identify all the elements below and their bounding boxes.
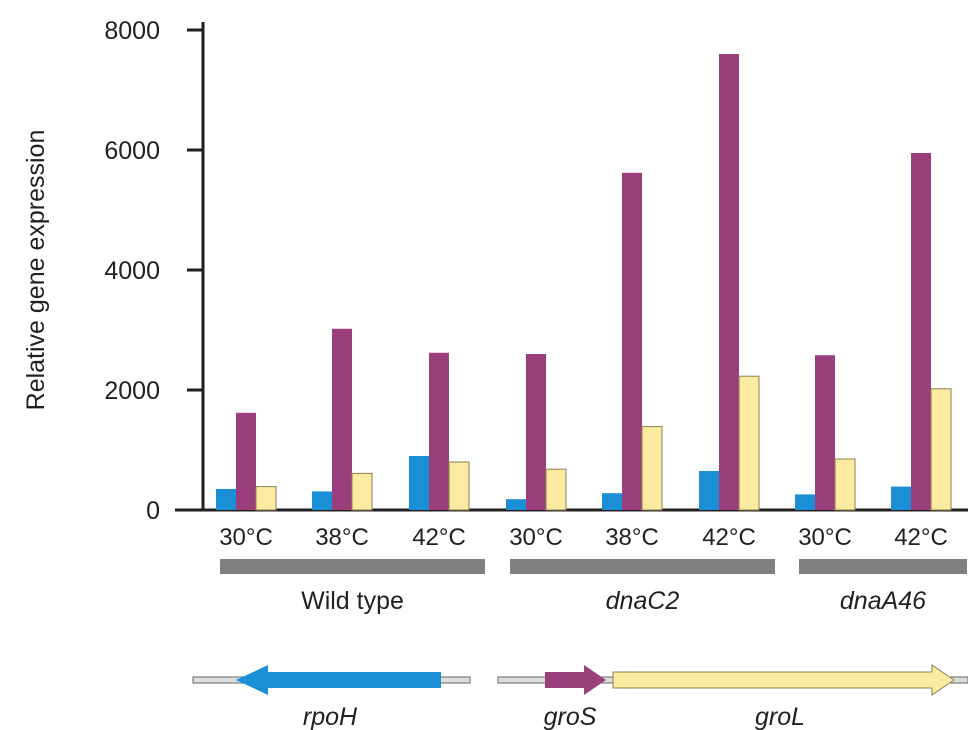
gene-label-groS: groS bbox=[544, 703, 597, 730]
group-label: Wild type bbox=[301, 587, 404, 615]
category-label: 38°C bbox=[605, 524, 659, 551]
category-labels: 30°C 38°C 42°C 30°C 38°C 42°C 30°C 42°C bbox=[219, 524, 948, 551]
y-tick-label: 0 bbox=[146, 497, 160, 525]
bar-groL-4 bbox=[641, 426, 663, 511]
group-bar bbox=[510, 559, 775, 574]
y-tick-label: 2000 bbox=[104, 377, 160, 405]
bar-groL-7 bbox=[930, 388, 952, 511]
bar-groS-7 bbox=[911, 153, 931, 510]
bar-groL-5 bbox=[738, 375, 760, 511]
bar-rpoH-0 bbox=[216, 489, 236, 510]
bar-groL-2 bbox=[448, 461, 470, 511]
group-labels: Wild type dnaC2 dnaA46 bbox=[220, 559, 967, 615]
gene-arrow-rpoH bbox=[236, 665, 441, 695]
bar-groS-6 bbox=[815, 355, 835, 510]
category-label: 30°C bbox=[798, 524, 852, 551]
group-bar bbox=[799, 559, 967, 574]
bars bbox=[216, 54, 952, 511]
bar-groS-0 bbox=[236, 412, 256, 510]
y-axis-label: Relative gene expression bbox=[22, 130, 50, 411]
bar-rpoH-7 bbox=[891, 486, 911, 510]
y-ticks: 0 2000 4000 6000 8000 bbox=[104, 17, 203, 525]
category-label: 42°C bbox=[702, 524, 756, 551]
bar-rpoH-3 bbox=[506, 499, 526, 510]
gene-label-rpoH: rpoH bbox=[303, 703, 358, 730]
gene-arrow-groS bbox=[545, 665, 606, 695]
y-tick-label: 8000 bbox=[104, 17, 160, 45]
bar-groS-3 bbox=[526, 354, 546, 510]
bar-groS-5 bbox=[719, 54, 739, 510]
bar-groS-2 bbox=[429, 352, 449, 510]
category-label: 30°C bbox=[509, 524, 563, 551]
bar-groL-6 bbox=[834, 458, 856, 511]
bar-groL-1 bbox=[351, 472, 373, 511]
group-label: dnaC2 bbox=[606, 587, 680, 615]
category-label: 30°C bbox=[219, 524, 273, 551]
gene-map: rpoH groS groL bbox=[192, 664, 968, 730]
bar-rpoH-4 bbox=[602, 493, 622, 510]
bar-groS-4 bbox=[622, 172, 642, 511]
bar-groS-1 bbox=[332, 328, 352, 510]
group-bar bbox=[220, 559, 485, 574]
bar-groL-0 bbox=[255, 486, 277, 511]
y-tick-label: 6000 bbox=[104, 137, 160, 165]
bar-rpoH-2 bbox=[409, 456, 429, 510]
bar-rpoH-5 bbox=[699, 471, 719, 510]
group-label: dnaA46 bbox=[840, 587, 926, 615]
category-label: 42°C bbox=[894, 524, 948, 551]
bar-groL-3 bbox=[545, 468, 567, 511]
bar-rpoH-6 bbox=[795, 494, 815, 510]
category-label: 38°C bbox=[315, 524, 369, 551]
category-label: 42°C bbox=[412, 524, 466, 551]
gene-arrow-groL bbox=[612, 664, 955, 696]
bar-rpoH-1 bbox=[312, 491, 332, 510]
gene-label-groL: groL bbox=[755, 703, 805, 730]
y-tick-label: 4000 bbox=[104, 257, 160, 285]
